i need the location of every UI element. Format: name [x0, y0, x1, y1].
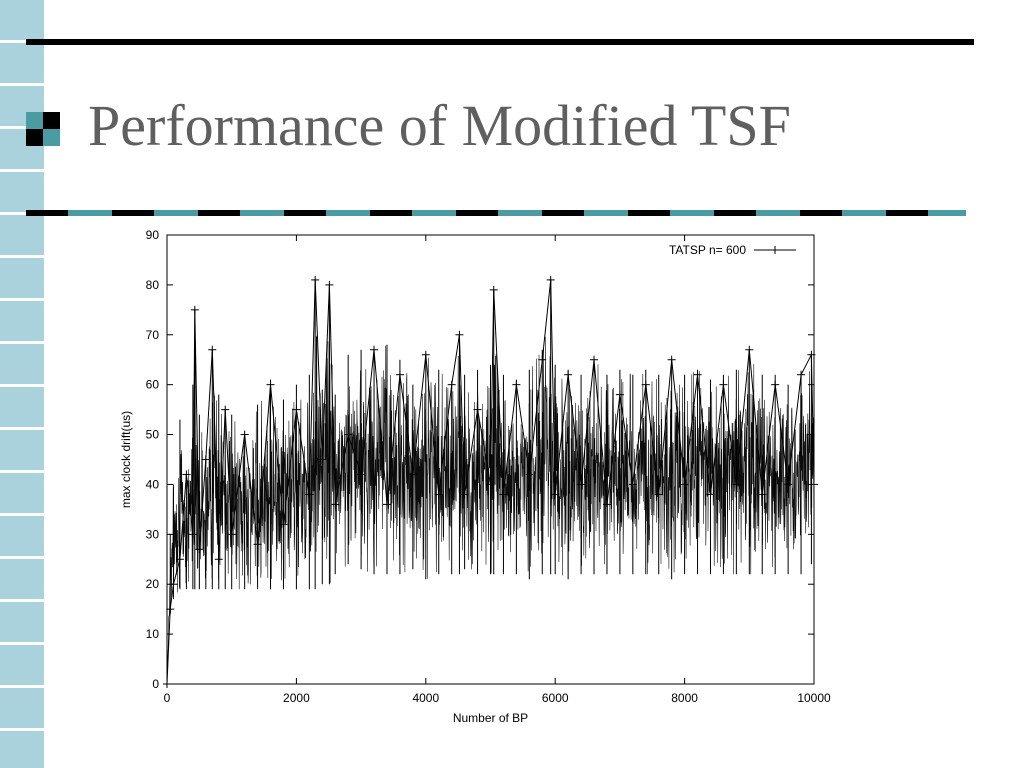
data-point — [357, 470, 366, 479]
data-point — [344, 430, 353, 439]
data-point — [732, 480, 741, 489]
x-tick-label: 6000 — [542, 691, 569, 705]
data-point — [240, 430, 249, 439]
data-point — [473, 405, 482, 414]
data-point — [628, 480, 637, 489]
data-point — [719, 380, 728, 389]
axes: 0 10 20 30 40 50 60 70 80 90 0 2000 4000 6000 8000 1000… — [119, 228, 831, 725]
data-point — [182, 470, 191, 479]
x-tick-label: 8000 — [671, 691, 698, 705]
data-point — [227, 530, 236, 539]
data-point — [784, 480, 793, 489]
data-point — [311, 275, 320, 284]
data-point — [221, 405, 230, 414]
data-point — [201, 455, 210, 464]
data-point — [577, 480, 586, 489]
x-tick-label: 4000 — [412, 691, 439, 705]
data-point — [208, 345, 217, 354]
y-tick-label: 0 — [152, 677, 159, 691]
data-point — [590, 355, 599, 364]
data-point — [166, 605, 175, 614]
data-point — [370, 345, 379, 354]
data-point — [706, 490, 715, 499]
data-point — [797, 370, 806, 379]
data-point — [512, 380, 521, 389]
data-point — [195, 545, 204, 554]
y-tick-label: 50 — [146, 428, 160, 442]
data-point — [382, 500, 391, 509]
data-point — [538, 355, 547, 364]
chart: 0 10 20 30 40 50 60 70 80 90 0 2000 4000 6000 8000 1000… — [119, 228, 831, 725]
data-point — [602, 500, 611, 509]
data-point — [546, 275, 555, 284]
data-point — [615, 390, 624, 399]
data-point — [292, 405, 301, 414]
data-point — [434, 490, 443, 499]
data-point — [758, 490, 767, 499]
data-point — [188, 530, 197, 539]
data-point — [489, 285, 498, 294]
top-rule — [26, 39, 974, 45]
y-tick-label: 90 — [146, 228, 160, 242]
data-point — [525, 470, 534, 479]
plot-area — [163, 275, 818, 688]
data-point — [190, 305, 199, 314]
x-tick-label: 10000 — [797, 691, 831, 705]
slide-title: Performance of Modified TSF — [88, 93, 791, 158]
y-tick-label: 30 — [146, 527, 160, 541]
y-tick-label: 20 — [146, 577, 160, 591]
series-line — [166, 279, 815, 685]
data-point — [641, 380, 650, 389]
data-point — [447, 380, 456, 389]
data-point — [408, 470, 417, 479]
data-point — [253, 540, 262, 549]
data-point — [745, 345, 754, 354]
data-point — [693, 370, 702, 379]
data-point — [305, 490, 314, 499]
data-point — [771, 380, 780, 389]
data-point — [318, 455, 327, 464]
plot-frame — [166, 234, 815, 685]
legend: TATSP n= 600 — [669, 243, 796, 257]
title-bullet-icon — [26, 112, 60, 146]
data-point — [499, 490, 508, 499]
x-axis-label: Number of BP — [453, 711, 528, 725]
y-tick-label: 60 — [146, 378, 160, 392]
data-point — [455, 330, 464, 339]
data-point — [460, 490, 469, 499]
data-point — [214, 555, 223, 564]
data-point — [331, 500, 340, 509]
x-tick-label: 2000 — [283, 691, 310, 705]
data-point — [667, 355, 676, 364]
legend-label: TATSP n= 600 — [669, 243, 746, 257]
data-point — [486, 480, 495, 489]
data-point — [680, 480, 689, 489]
data-point — [551, 490, 560, 499]
dashed-rule — [26, 210, 966, 216]
data-point — [279, 520, 288, 529]
data-point — [325, 280, 334, 289]
data-point — [266, 380, 275, 389]
y-tick-label: 70 — [146, 328, 160, 342]
y-tick-label: 80 — [146, 278, 160, 292]
data-point — [395, 370, 404, 379]
y-tick-label: 40 — [146, 477, 160, 491]
x-tick-label: 0 — [164, 691, 171, 705]
data-point — [564, 370, 573, 379]
y-tick-label: 10 — [146, 627, 160, 641]
data-point — [175, 555, 184, 564]
y-axis-label: max clock drift(us) — [119, 411, 133, 508]
data-point — [654, 490, 663, 499]
data-point — [421, 350, 430, 359]
